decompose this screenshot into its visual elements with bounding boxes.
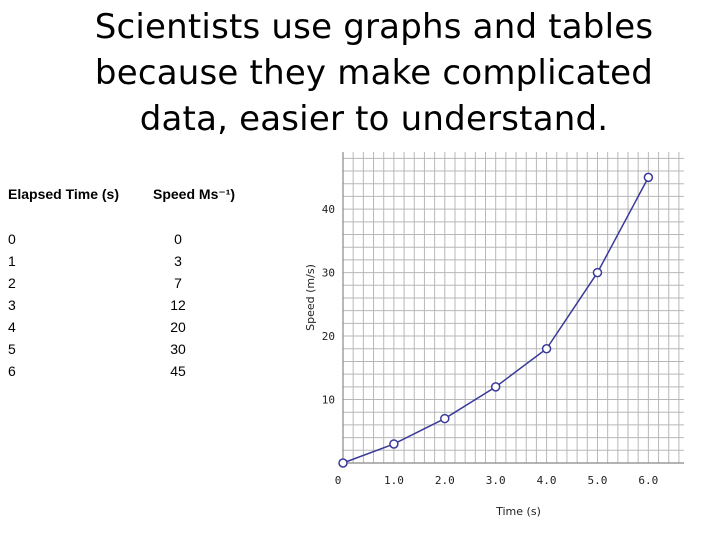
table-row: 5 30 [8, 338, 228, 360]
x-axis-label: Time (s) [495, 505, 541, 518]
table-cell-time: 6 [8, 363, 16, 379]
chart-grid [342, 152, 684, 464]
x-tick-label: 4.0 [537, 474, 557, 487]
table-cell-time: 1 [8, 253, 16, 269]
chart-series [338, 172, 654, 468]
x-tick-label: 1.0 [384, 474, 404, 487]
table-header-time: Elapsed Time (s) [8, 186, 120, 202]
data-point [592, 267, 603, 278]
table-row: 0 0 [8, 228, 228, 250]
data-point [490, 382, 501, 392]
table-cell-speed: 45 [170, 363, 186, 379]
table-row: 4 20 [8, 316, 228, 338]
table-cell-time: 3 [8, 297, 16, 313]
y-tick-label: 40 [322, 203, 335, 216]
table-row: 1 3 [8, 250, 228, 272]
y-tick-label: 10 [322, 394, 335, 407]
data-point [440, 413, 450, 424]
table-row: 6 45 [8, 360, 228, 382]
y-tick-label: 20 [322, 330, 335, 343]
table-cell-speed: 7 [174, 275, 182, 291]
chart-tick-labels: 0 1.0 2.0 3.0 4.0 5.0 6.0 10 20 30 40 [322, 203, 659, 487]
y-tick-label: 30 [322, 267, 335, 280]
table-cell-speed: 0 [174, 231, 182, 247]
x-tick-label: 0 [335, 474, 342, 487]
table-cell-speed: 12 [170, 297, 186, 313]
title-line-2: because they make complicated [94, 53, 654, 93]
data-point [389, 439, 399, 449]
title-line-1: Scientists use graphs and tables [94, 7, 654, 47]
x-tick-label: 2.0 [435, 474, 455, 487]
x-tick-label: 6.0 [638, 474, 658, 487]
table-cell-speed: 3 [174, 253, 182, 269]
table-header-speed: Speed Ms⁻¹) [153, 186, 236, 202]
table-row: 2 7 [8, 272, 228, 294]
data-point [338, 458, 348, 468]
title-line-3: data, easier to understand. [139, 99, 609, 139]
table-cell-time: 2 [8, 275, 16, 291]
table-cell-time: 0 [8, 231, 16, 247]
x-tick-label: 3.0 [486, 474, 506, 487]
table-row: 3 12 [8, 294, 228, 316]
y-axis-label: Speed (m/s) [304, 264, 317, 331]
data-point [541, 344, 552, 354]
table-cell-time: 4 [8, 319, 16, 335]
data-point [643, 172, 654, 183]
table-cell-speed: 20 [170, 319, 186, 335]
slide-title: Scientists use graphs and tables because… [60, 4, 688, 142]
table-cell-speed: 30 [170, 341, 186, 357]
x-tick-label: 5.0 [588, 474, 608, 487]
table-cell-time: 5 [8, 341, 16, 357]
